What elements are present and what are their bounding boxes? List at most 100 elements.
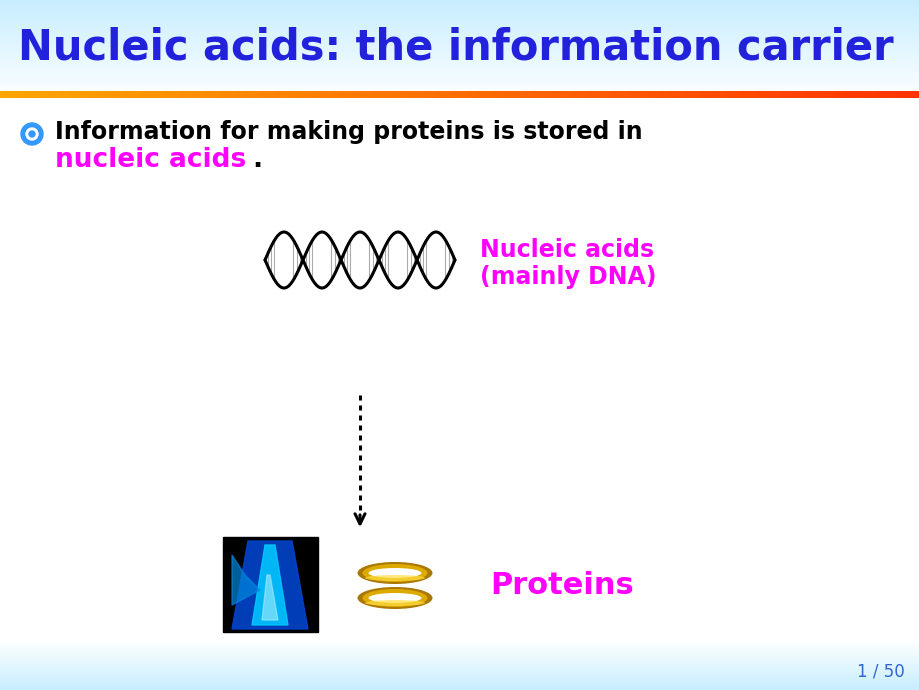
- Bar: [61, 91, 62, 98]
- Bar: [704, 91, 705, 98]
- Bar: [0, 674, 919, 675]
- Bar: [246, 91, 248, 98]
- Bar: [537, 91, 538, 98]
- Bar: [358, 91, 359, 98]
- Bar: [320, 91, 321, 98]
- Bar: [87, 91, 88, 98]
- Text: .: .: [252, 147, 262, 173]
- Bar: [334, 91, 335, 98]
- Bar: [904, 91, 905, 98]
- Bar: [586, 91, 587, 98]
- Bar: [457, 91, 458, 98]
- Bar: [846, 91, 847, 98]
- Bar: [880, 91, 881, 98]
- Bar: [17, 91, 18, 98]
- Bar: [0, 85, 919, 86]
- Bar: [538, 91, 539, 98]
- Bar: [420, 91, 421, 98]
- Bar: [222, 91, 223, 98]
- Bar: [518, 91, 519, 98]
- Bar: [280, 91, 282, 98]
- Bar: [610, 91, 611, 98]
- Bar: [114, 91, 115, 98]
- Bar: [609, 91, 610, 98]
- Bar: [421, 91, 422, 98]
- Bar: [863, 91, 864, 98]
- Bar: [736, 91, 737, 98]
- Bar: [299, 91, 300, 98]
- Bar: [878, 91, 879, 98]
- Bar: [0, 665, 919, 666]
- Bar: [582, 91, 583, 98]
- Bar: [908, 91, 909, 98]
- Bar: [802, 91, 803, 98]
- Bar: [290, 91, 291, 98]
- Bar: [604, 91, 605, 98]
- Bar: [0, 0, 919, 1]
- Bar: [123, 91, 124, 98]
- Bar: [462, 91, 463, 98]
- Bar: [13, 91, 14, 98]
- Bar: [556, 91, 558, 98]
- Bar: [108, 91, 110, 98]
- Bar: [662, 91, 663, 98]
- Bar: [227, 91, 228, 98]
- Bar: [458, 91, 459, 98]
- Bar: [91, 91, 92, 98]
- Bar: [56, 91, 57, 98]
- Bar: [697, 91, 698, 98]
- Bar: [0, 94, 919, 95]
- Bar: [0, 7, 919, 8]
- Bar: [814, 91, 815, 98]
- Bar: [164, 91, 165, 98]
- Bar: [433, 91, 434, 98]
- Bar: [667, 91, 668, 98]
- Bar: [0, 58, 919, 59]
- Bar: [705, 91, 706, 98]
- Bar: [729, 91, 731, 98]
- Bar: [67, 91, 68, 98]
- Bar: [115, 91, 116, 98]
- Bar: [142, 91, 144, 98]
- Bar: [384, 91, 386, 98]
- Bar: [721, 91, 722, 98]
- Bar: [60, 91, 61, 98]
- Bar: [643, 91, 644, 98]
- Bar: [635, 91, 636, 98]
- Bar: [312, 91, 313, 98]
- Bar: [397, 91, 398, 98]
- Bar: [0, 642, 919, 643]
- Bar: [845, 91, 846, 98]
- Polygon shape: [232, 555, 260, 605]
- Bar: [864, 91, 865, 98]
- Bar: [278, 91, 279, 98]
- Bar: [50, 91, 51, 98]
- Bar: [491, 91, 492, 98]
- Bar: [805, 91, 806, 98]
- Text: Information for making proteins is stored in: Information for making proteins is store…: [55, 120, 642, 144]
- Bar: [0, 65, 919, 66]
- Bar: [42, 91, 43, 98]
- Bar: [688, 91, 689, 98]
- Bar: [888, 91, 889, 98]
- Bar: [219, 91, 220, 98]
- Bar: [786, 91, 788, 98]
- Bar: [0, 661, 919, 662]
- Bar: [0, 77, 919, 78]
- Bar: [0, 23, 919, 24]
- Bar: [632, 91, 633, 98]
- Bar: [637, 91, 639, 98]
- Bar: [329, 91, 330, 98]
- Bar: [724, 91, 725, 98]
- Bar: [448, 91, 449, 98]
- Bar: [352, 91, 353, 98]
- Bar: [658, 91, 659, 98]
- Bar: [627, 91, 628, 98]
- Bar: [651, 91, 652, 98]
- Bar: [216, 91, 217, 98]
- Bar: [0, 673, 919, 674]
- Bar: [594, 91, 595, 98]
- Bar: [424, 91, 425, 98]
- Bar: [0, 29, 919, 30]
- Bar: [0, 78, 919, 79]
